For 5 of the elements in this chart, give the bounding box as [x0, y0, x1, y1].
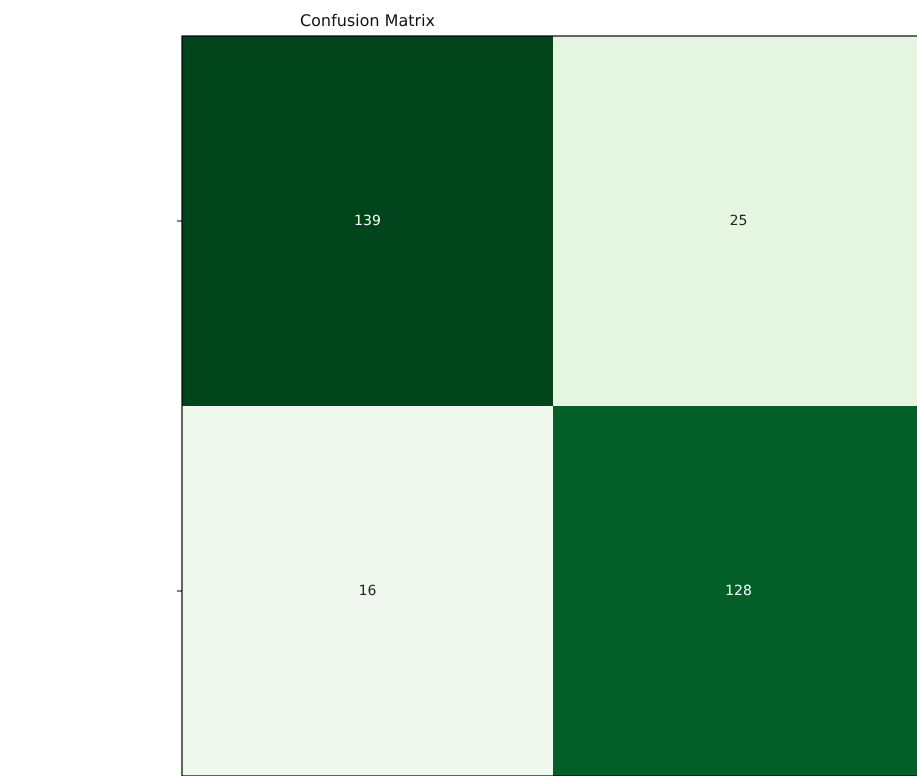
chart-title: Confusion Matrix: [300, 11, 436, 30]
data-label: 16: [358, 583, 376, 599]
data-label: 139: [354, 213, 381, 229]
data-label: 25: [730, 213, 748, 229]
data-label: 128: [725, 583, 752, 599]
